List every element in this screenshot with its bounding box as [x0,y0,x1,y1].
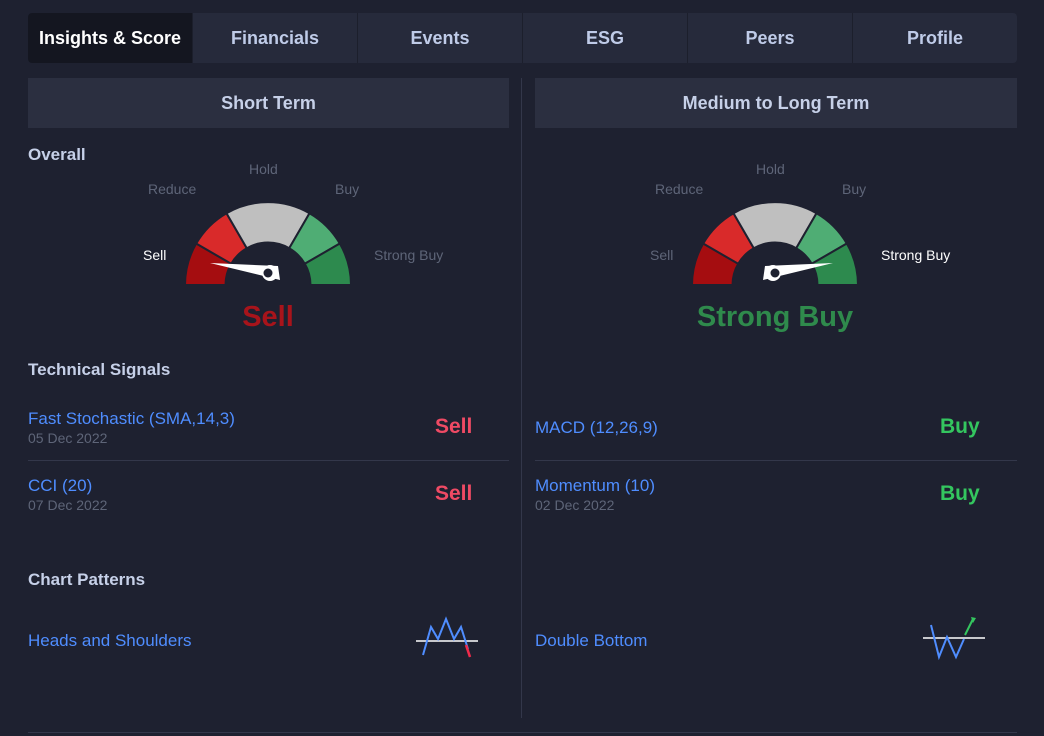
long-term-verdict: Strong Buy [696,301,854,333]
signal-macd-link[interactable]: MACD (12,26,9) [535,418,658,437]
double-bottom-icon [923,617,985,660]
gauge-label-reduce: Reduce [148,181,197,197]
gauge-label-hold: Hold [249,161,278,177]
tab-esg[interactable]: ESG [522,13,687,63]
gauge-hub-dot [770,268,780,278]
gauge-label-sell: Sell [650,247,674,263]
gauge-label-strong-buy: Strong Buy [881,247,951,263]
chart-patterns-title: Chart Patterns [28,570,146,589]
signal-fast-stochastic-date: 05 Dec 2022 [28,430,108,446]
signal-cci-value: Sell [435,482,473,505]
tab-peers[interactable]: Peers [687,13,852,63]
signal-momentum-value: Buy [940,482,980,505]
gauge-dial [690,201,860,286]
gauge-label-buy: Buy [842,181,867,197]
gauge-label-strong-buy: Strong Buy [374,247,444,263]
column-divider [521,78,522,718]
gauge-dial [183,201,353,286]
tab-insights-score[interactable]: Insights & Score [28,13,192,63]
signal-momentum-date: 02 Dec 2022 [535,497,615,513]
gauge-label-reduce: Reduce [655,181,704,197]
gauge-label-sell: Sell [143,247,167,263]
overall-title: Overall [28,145,86,164]
bottom-divider [28,732,1017,733]
gauge-label-buy: Buy [335,181,360,197]
short-term-gauge: Sell Reduce Hold Buy Strong Buy Sell [98,156,443,346]
tab-events[interactable]: Events [357,13,522,63]
short-term-header: Short Term [28,78,509,128]
tab-bar: Insights & Score Financials Events ESG P… [28,13,1017,63]
row-divider [28,460,509,461]
signal-fast-stochastic-link[interactable]: Fast Stochastic (SMA,14,3) [28,409,235,428]
gauge-strong-buy-segment [303,242,353,286]
head-and-shoulders-icon [416,616,478,658]
long-term-header: Medium to Long Term [535,78,1017,128]
technical-signals-title: Technical Signals [28,360,171,379]
long-term-gauge: Sell Reduce Hold Buy Strong Buy Strong B… [605,156,950,346]
pattern-double-bottom-link[interactable]: Double Bottom [535,631,648,650]
pattern-heads-and-shoulders-link[interactable]: Heads and Shoulders [28,631,192,650]
short-term-verdict: Sell [242,301,294,333]
signal-momentum-link[interactable]: Momentum (10) [535,476,655,495]
row-divider [535,460,1017,461]
signal-cci-link[interactable]: CCI (20) [28,476,93,495]
gauge-hub-dot [263,268,273,278]
signal-fast-stochastic-value: Sell [435,415,473,438]
gauge-label-hold: Hold [756,161,785,177]
signal-cci-date: 07 Dec 2022 [28,497,108,513]
signal-macd-value: Buy [940,415,980,438]
tab-profile[interactable]: Profile [852,13,1017,63]
tab-financials[interactable]: Financials [192,13,357,63]
